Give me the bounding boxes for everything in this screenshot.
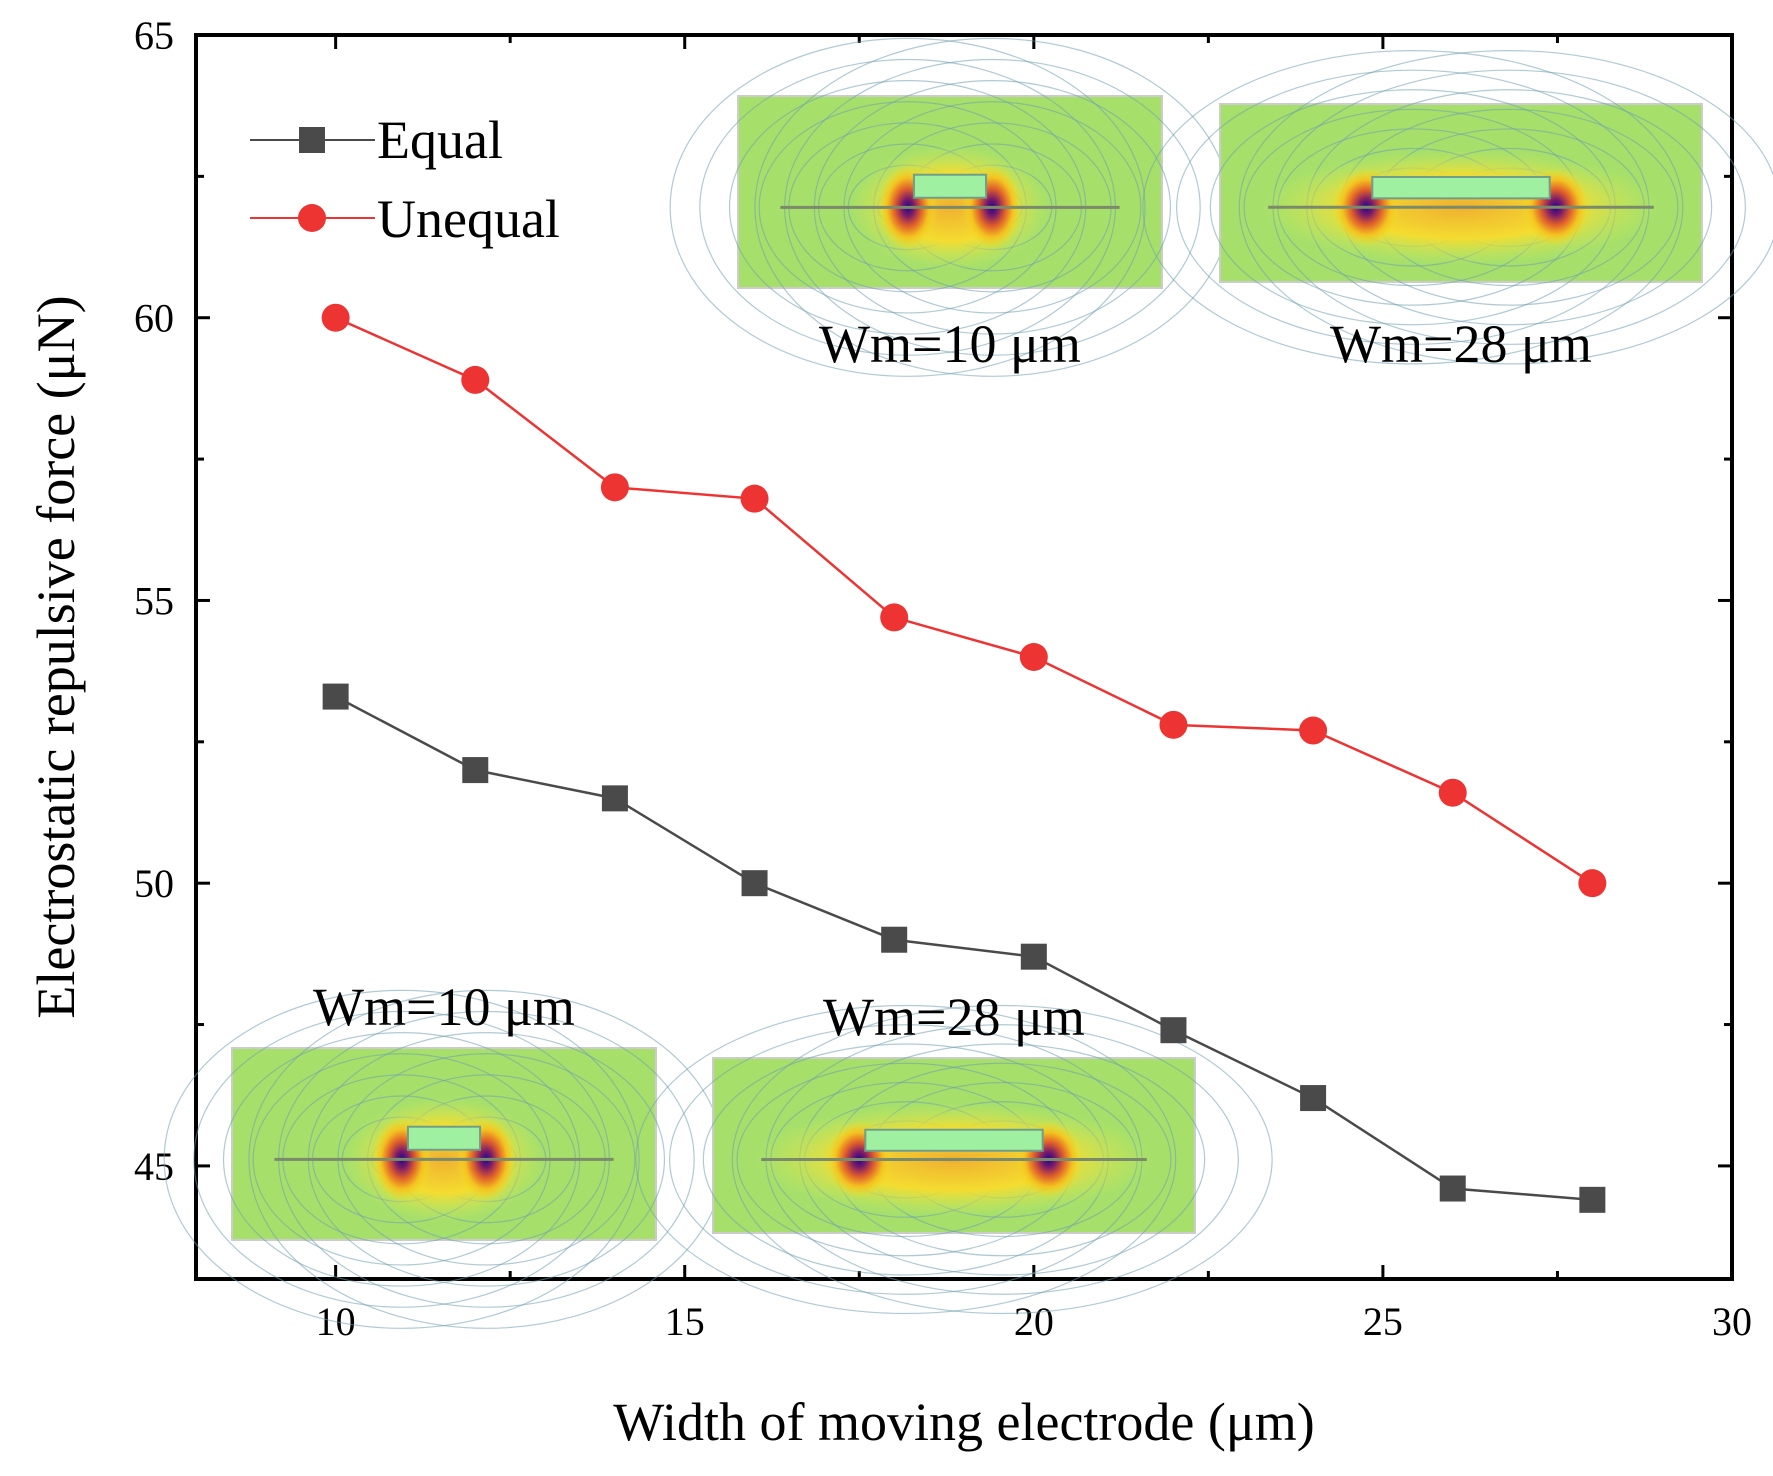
legend-marker-equal [299,127,325,153]
series-line-unequal [335,316,1594,885]
data-point-equal [462,757,489,784]
data-point-unequal [461,365,490,394]
moving-electrode [864,1128,1044,1152]
inset-equal-10: Wm=10 μm [163,977,725,1329]
field-line [635,1004,1177,1315]
legend-label-unequal: Unequal [377,189,560,249]
x-tick-label: 25 [1363,1299,1403,1344]
data-point-unequal [600,473,629,502]
axis-ticks [196,33,1734,1279]
x-tick-label: 30 [1712,1299,1752,1344]
y-tick-label: 55 [134,578,174,623]
field-line [669,37,1146,377]
field-line [1142,50,1684,365]
field-line [731,1004,1273,1315]
plot-area-frame [194,33,1734,1281]
data-point-equal [322,683,349,710]
inset-equal-28: Wm=28 μm [635,987,1273,1315]
inset-unequal-10: Wm=10 μm [669,37,1231,377]
legend-marker-unequal [298,204,326,232]
series-markers [321,303,1607,1213]
data-point-equal [1300,1085,1327,1112]
data-point-equal [881,926,908,953]
y-tick-label: 65 [134,13,174,58]
series-lines [335,316,1594,1202]
moving-electrode [912,173,988,199]
moving-electrode [406,1125,482,1151]
data-point-equal [741,870,768,897]
data-point-unequal [1019,643,1048,671]
inset-caption: Wm=10 μm [313,977,575,1037]
x-tick-label: 15 [665,1299,705,1344]
data-point-equal [1020,943,1047,970]
inset-caption: Wm=28 μm [1330,314,1592,374]
data-point-unequal [1299,716,1328,745]
data-point-equal [601,785,628,812]
inset-caption: Wm=28 μm [823,987,1085,1047]
field-line [163,989,640,1329]
data-point-unequal [1578,869,1607,898]
y-axis-label: Electrostatic repulsive force (μN) [26,295,86,1018]
data-point-unequal [740,484,769,513]
y-tick-label: 60 [134,296,174,341]
data-point-unequal [1159,710,1188,739]
moving-electrode [1371,175,1551,200]
x-tick-label: 20 [1014,1299,1054,1344]
y-tick-label: 45 [134,1144,174,1189]
x-axis-label: Width of moving electrode (μm) [613,1392,1315,1452]
inset-field-maps: Wm=10 μm Wm=28 μm Wm=10 μm Wm=28 μm [163,37,1773,1329]
data-point-unequal [321,303,350,332]
inset-caption: Wm=10 μm [819,314,1081,374]
legend-label-equal: Equal [377,110,503,170]
data-point-unequal [880,603,909,632]
data-point-equal [1160,1017,1187,1044]
series-line-equal [335,695,1593,1202]
data-point-unequal [1438,778,1467,807]
legend: Equal Unequal [250,110,560,249]
data-point-equal [1579,1186,1606,1213]
field-line [1238,50,1773,365]
data-point-equal [1439,1175,1466,1202]
inset-unequal-28: Wm=28 μm [1142,50,1773,374]
y-tick-label: 50 [134,861,174,906]
